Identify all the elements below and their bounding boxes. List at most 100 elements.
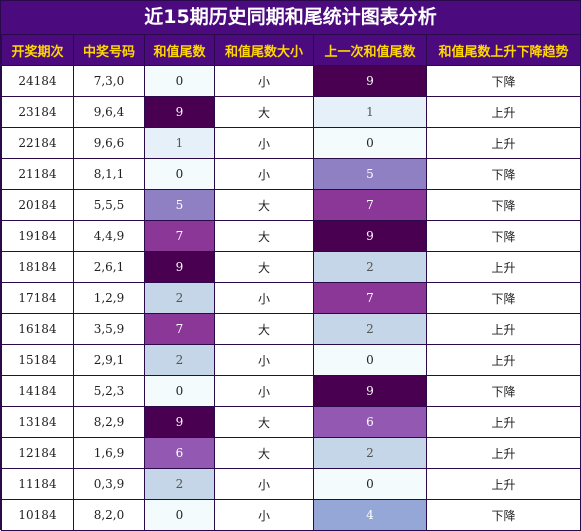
header-size: 和值尾数大小 xyxy=(214,34,314,66)
trend-cell: 上升 xyxy=(426,313,581,345)
tail-cell: 2 xyxy=(144,282,215,314)
numbers-cell: 4,4,9 xyxy=(73,220,145,252)
table-body: 24184 7,3,0 0 小 9 下降 23184 9,6,4 9 大 1 上升 22184 9,6,6… xyxy=(1,65,581,531)
numbers-cell: 3,5,9 xyxy=(73,313,145,345)
numbers-cell: 8,2,9 xyxy=(73,406,145,438)
prev-tail-cell: 9 xyxy=(313,220,427,252)
table-row: 21184 8,1,1 0 小 5 下降 xyxy=(1,158,581,190)
trend-cell: 下降 xyxy=(426,65,581,97)
trend-cell: 上升 xyxy=(426,406,581,438)
period-cell: 16184 xyxy=(1,313,74,345)
trend-cell: 上升 xyxy=(426,437,581,469)
prev-tail-cell: 5 xyxy=(313,158,427,190)
numbers-cell: 1,2,9 xyxy=(73,282,145,314)
size-cell: 小 xyxy=(214,375,314,407)
size-cell: 大 xyxy=(214,251,314,283)
tail-cell: 7 xyxy=(144,313,215,345)
prev-tail-cell: 9 xyxy=(313,375,427,407)
table-row: 20184 5,5,5 5 大 7 下降 xyxy=(1,189,581,221)
tail-statistics-table: 开奖期次 中奖号码 和值尾数 和值尾数大小 上一次和值尾数 和值尾数上升下降趋势… xyxy=(1,34,581,531)
tail-cell: 7 xyxy=(144,220,215,252)
trend-cell: 下降 xyxy=(426,158,581,190)
size-cell: 小 xyxy=(214,499,314,531)
size-cell: 大 xyxy=(214,220,314,252)
trend-cell: 下降 xyxy=(426,282,581,314)
table-row: 18184 2,6,1 9 大 2 上升 xyxy=(1,251,581,283)
numbers-cell: 7,3,0 xyxy=(73,65,145,97)
tail-cell: 0 xyxy=(144,65,215,97)
size-cell: 小 xyxy=(214,282,314,314)
table-row: 10184 8,2,0 0 小 4 下降 xyxy=(1,499,581,531)
size-cell: 大 xyxy=(214,189,314,221)
period-cell: 10184 xyxy=(1,499,74,531)
numbers-cell: 9,6,4 xyxy=(73,96,145,128)
trend-cell: 上升 xyxy=(426,96,581,128)
prev-tail-cell: 2 xyxy=(313,437,427,469)
header-numbers: 中奖号码 xyxy=(73,34,145,66)
period-cell: 22184 xyxy=(1,127,74,159)
period-cell: 20184 xyxy=(1,189,74,221)
header-prev-tail: 上一次和值尾数 xyxy=(313,34,427,66)
table-row: 16184 3,5,9 7 大 2 上升 xyxy=(1,313,581,345)
period-cell: 17184 xyxy=(1,282,74,314)
size-cell: 小 xyxy=(214,65,314,97)
period-cell: 15184 xyxy=(1,344,74,376)
numbers-cell: 1,6,9 xyxy=(73,437,145,469)
period-cell: 12184 xyxy=(1,437,74,469)
prev-tail-cell: 1 xyxy=(313,96,427,128)
prev-tail-cell: 2 xyxy=(313,313,427,345)
tail-cell: 1 xyxy=(144,127,215,159)
table-row: 19184 4,4,9 7 大 9 下降 xyxy=(1,220,581,252)
prev-tail-cell: 0 xyxy=(313,468,427,500)
page-title: 近15期历史同期和尾统计图表分析 xyxy=(1,1,580,34)
period-cell: 18184 xyxy=(1,251,74,283)
tail-cell: 0 xyxy=(144,375,215,407)
table-row: 23184 9,6,4 9 大 1 上升 xyxy=(1,96,581,128)
period-cell: 21184 xyxy=(1,158,74,190)
period-cell: 19184 xyxy=(1,220,74,252)
size-cell: 小 xyxy=(214,344,314,376)
size-cell: 大 xyxy=(214,406,314,438)
tail-cell: 2 xyxy=(144,468,215,500)
numbers-cell: 5,5,5 xyxy=(73,189,145,221)
period-cell: 11184 xyxy=(1,468,74,500)
tail-cell: 9 xyxy=(144,251,215,283)
tail-cell: 9 xyxy=(144,406,215,438)
trend-cell: 下降 xyxy=(426,220,581,252)
numbers-cell: 8,2,0 xyxy=(73,499,145,531)
table-row: 15184 2,9,1 2 小 0 上升 xyxy=(1,344,581,376)
numbers-cell: 0,3,9 xyxy=(73,468,145,500)
trend-cell: 上升 xyxy=(426,251,581,283)
tail-cell: 9 xyxy=(144,96,215,128)
table-row: 12184 1,6,9 6 大 2 上升 xyxy=(1,437,581,469)
trend-cell: 下降 xyxy=(426,499,581,531)
trend-cell: 上升 xyxy=(426,344,581,376)
tail-cell: 0 xyxy=(144,158,215,190)
header-period: 开奖期次 xyxy=(1,34,74,66)
size-cell: 大 xyxy=(214,96,314,128)
numbers-cell: 9,6,6 xyxy=(73,127,145,159)
numbers-cell: 5,2,3 xyxy=(73,375,145,407)
trend-cell: 下降 xyxy=(426,375,581,407)
trend-cell: 上升 xyxy=(426,468,581,500)
table-row: 24184 7,3,0 0 小 9 下降 xyxy=(1,65,581,97)
period-cell: 13184 xyxy=(1,406,74,438)
prev-tail-cell: 0 xyxy=(313,344,427,376)
prev-tail-cell: 0 xyxy=(313,127,427,159)
prev-tail-cell: 2 xyxy=(313,251,427,283)
prev-tail-cell: 9 xyxy=(313,65,427,97)
header-row: 开奖期次 中奖号码 和值尾数 和值尾数大小 上一次和值尾数 和值尾数上升下降趋势 xyxy=(1,34,581,66)
prev-tail-cell: 7 xyxy=(313,282,427,314)
numbers-cell: 8,1,1 xyxy=(73,158,145,190)
size-cell: 大 xyxy=(214,437,314,469)
table-row: 17184 1,2,9 2 小 7 下降 xyxy=(1,282,581,314)
table-row: 14184 5,2,3 0 小 9 下降 xyxy=(1,375,581,407)
tail-cell: 6 xyxy=(144,437,215,469)
period-cell: 23184 xyxy=(1,96,74,128)
trend-cell: 上升 xyxy=(426,127,581,159)
trend-cell: 下降 xyxy=(426,189,581,221)
tail-cell: 2 xyxy=(144,344,215,376)
prev-tail-cell: 4 xyxy=(313,499,427,531)
tail-cell: 0 xyxy=(144,499,215,531)
